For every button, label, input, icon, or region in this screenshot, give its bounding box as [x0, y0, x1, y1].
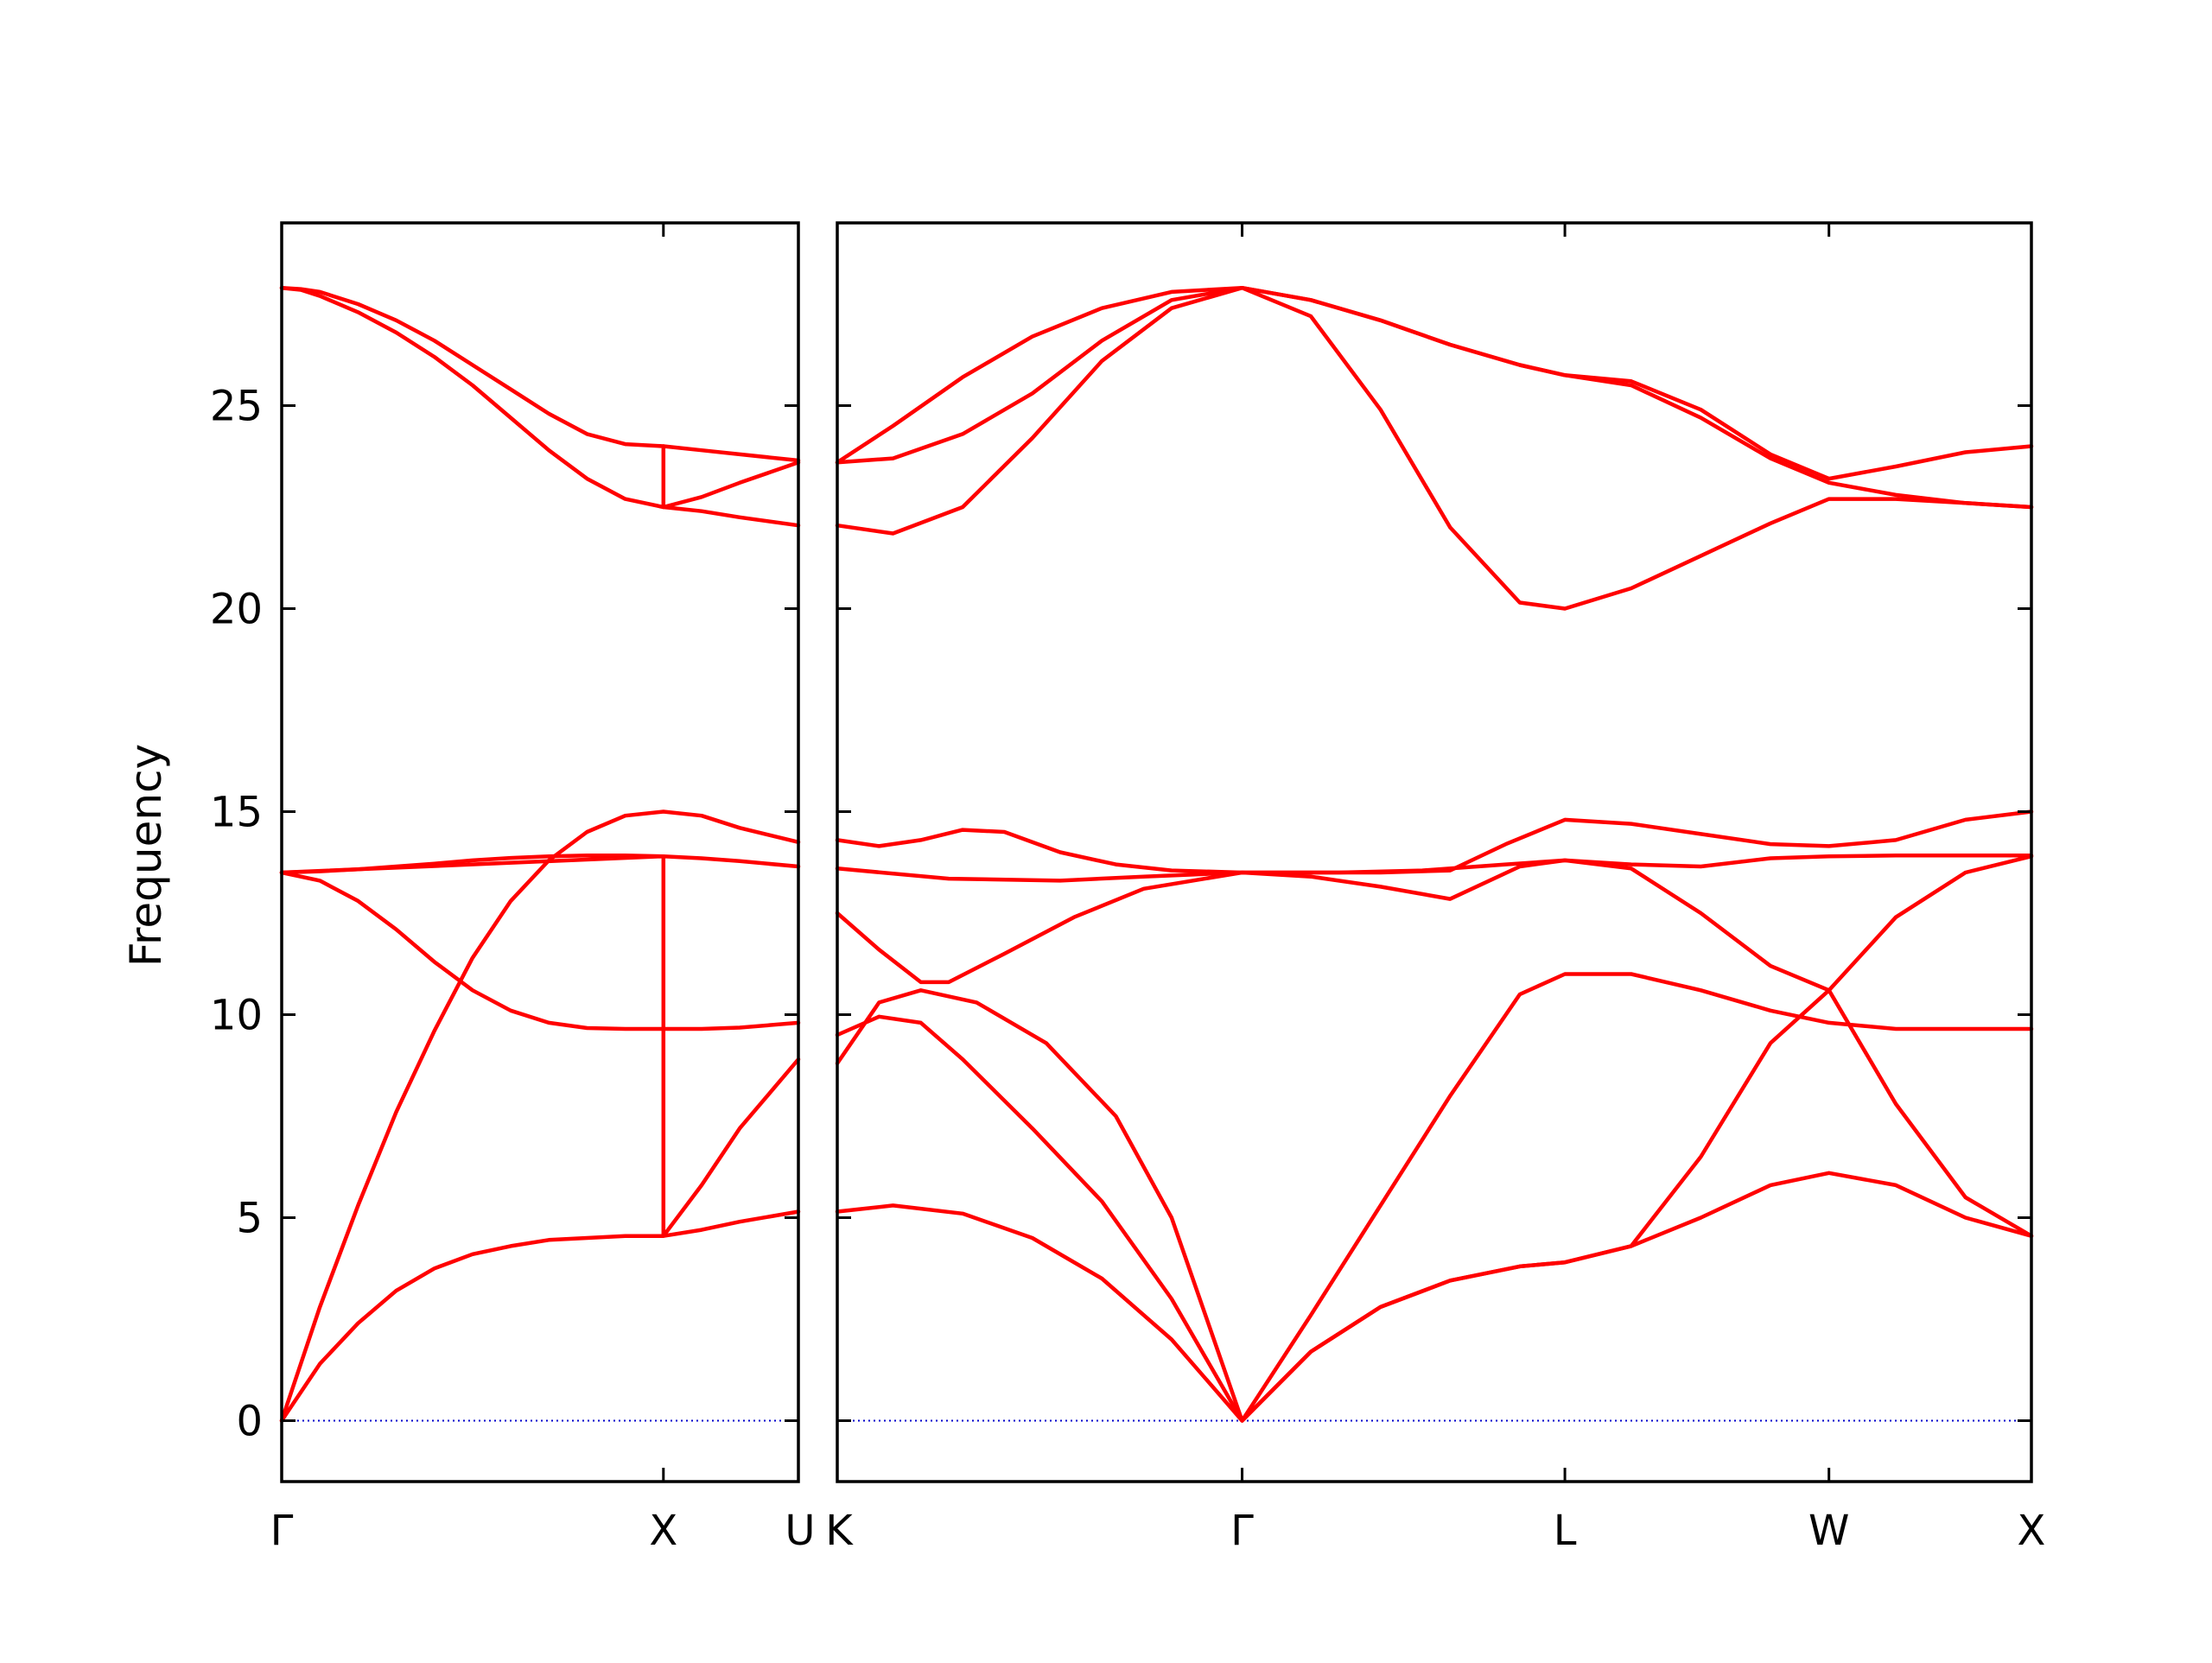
right-band-9: [835, 285, 2034, 481]
ytick-label-0: 0: [236, 1398, 263, 1446]
left-band-5: [279, 854, 801, 875]
y-axis-label: Frequency: [121, 744, 171, 967]
left-band-6: [279, 285, 801, 510]
left-panel-frame: [280, 221, 800, 1483]
left-xtick-label-2: U: [785, 1507, 815, 1555]
left-band-1: [279, 1209, 801, 1423]
ytick-label-3: 15: [210, 789, 263, 837]
right-band-6: [835, 809, 2034, 875]
right-band-4: [835, 858, 2034, 1238]
right-xtick-label-2: L: [1554, 1507, 1577, 1555]
ytick-label-4: 20: [210, 586, 263, 634]
ytick-label-2: 10: [210, 992, 263, 1040]
right-band-5: [835, 854, 2034, 883]
ytick-label-5: 25: [210, 383, 263, 431]
right-band-2: [835, 854, 2034, 1423]
right-xtick-label-1: Γ: [1230, 1507, 1254, 1555]
left-band-8: [661, 444, 801, 463]
right-xtick-label-4: X: [2018, 1507, 2046, 1555]
right-band-3: [835, 972, 2034, 1423]
left-band-2: [279, 809, 801, 1423]
ytick-label-1: 5: [236, 1195, 263, 1243]
left-band-7: [279, 285, 801, 528]
right-xtick-label-3: W: [1808, 1507, 1849, 1555]
left-xtick-label-1: X: [649, 1507, 677, 1555]
left-xtick-label-0: Γ: [270, 1507, 294, 1555]
right-xtick-label-0: K: [825, 1507, 854, 1555]
y-axis: 0 5 10 15 20 25: [210, 383, 263, 1446]
right-panel-frame: [836, 221, 2033, 1483]
left-band-3: [279, 870, 801, 1238]
right-band-7: [835, 285, 2034, 611]
